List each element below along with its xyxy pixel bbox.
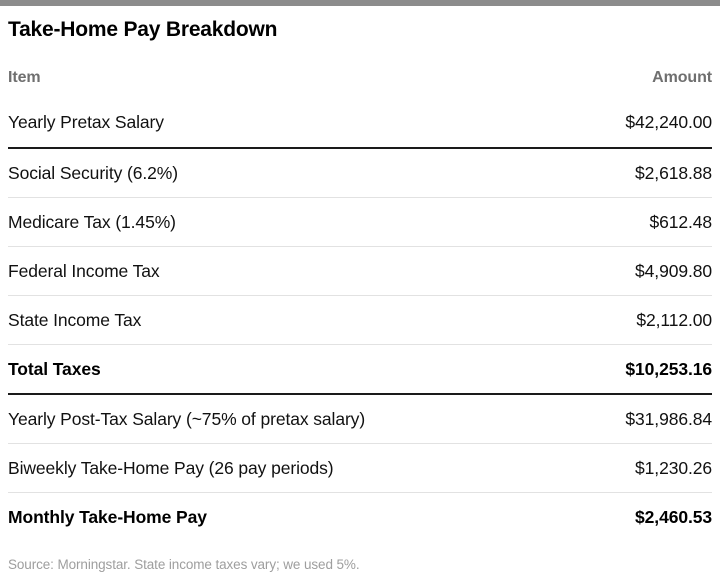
amount-cell: $612.48 xyxy=(649,211,712,232)
item-cell: Total Taxes xyxy=(8,358,101,379)
table-header-row: Item Amount xyxy=(8,69,712,87)
amount-cell: $2,112.00 xyxy=(636,309,712,330)
amount-cell: $1,230.26 xyxy=(635,457,712,478)
item-cell: Social Security (6.2%) xyxy=(8,162,178,183)
table-row: Biweekly Take-Home Pay (26 pay periods) … xyxy=(8,444,712,493)
source-note: Source: Morningstar. State income taxes … xyxy=(8,557,360,572)
page-title: Take-Home Pay Breakdown xyxy=(8,18,278,41)
table-row: Social Security (6.2%) $2,618.88 xyxy=(8,149,712,198)
table-row: Yearly Post-Tax Salary (~75% of pretax s… xyxy=(8,395,712,444)
amount-cell: $2,618.88 xyxy=(635,162,712,183)
amount-cell: $42,240.00 xyxy=(625,111,712,132)
table-row: Yearly Pretax Salary $42,240.00 xyxy=(8,97,712,149)
table-row: Medicare Tax (1.45%) $612.48 xyxy=(8,198,712,247)
table-content: Take-Home Pay Breakdown Item Amount Year… xyxy=(0,6,720,572)
amount-cell: $31,986.84 xyxy=(625,408,712,429)
table-row: Federal Income Tax $4,909.80 xyxy=(8,247,712,296)
item-cell: Yearly Pretax Salary xyxy=(8,111,164,132)
top-accent-bar xyxy=(0,0,720,6)
item-cell: Monthly Take-Home Pay xyxy=(8,506,207,527)
column-header-item: Item xyxy=(8,69,41,86)
table-row: Total Taxes $10,253.16 xyxy=(8,345,712,395)
amount-cell: $4,909.80 xyxy=(635,260,712,281)
table-row: State Income Tax $2,112.00 xyxy=(8,296,712,345)
table-row: Monthly Take-Home Pay $2,460.53 xyxy=(8,493,712,541)
item-cell: Yearly Post-Tax Salary (~75% of pretax s… xyxy=(8,408,366,429)
amount-cell: $2,460.53 xyxy=(635,506,712,527)
table-body: Yearly Pretax Salary $42,240.00 Social S… xyxy=(8,97,712,541)
amount-cell: $10,253.16 xyxy=(625,358,712,379)
item-cell: Biweekly Take-Home Pay (26 pay periods) xyxy=(8,457,334,478)
column-header-amount: Amount xyxy=(652,69,712,86)
item-cell: Federal Income Tax xyxy=(8,260,160,281)
item-cell: Medicare Tax (1.45%) xyxy=(8,211,176,232)
item-cell: State Income Tax xyxy=(8,309,142,330)
